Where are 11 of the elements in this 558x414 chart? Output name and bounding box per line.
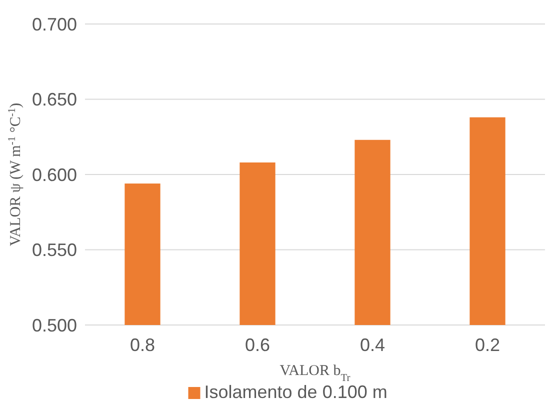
x-tick-label: 0.8 <box>130 335 156 355</box>
y-tick-label: 0.650 <box>32 90 77 110</box>
legend-label: Isolamento de 0.100 m <box>204 382 388 402</box>
y-tick-label: 0.500 <box>32 315 77 336</box>
x-axis-title: VALOR b$_{Tr}$ <box>280 363 351 384</box>
y-tick-label: 0.550 <box>32 240 77 260</box>
x-tick-label: 0.4 <box>360 335 386 355</box>
x-tick-label: 0.2 <box>474 335 500 355</box>
y-tick-label: 0.700 <box>32 14 77 34</box>
y-tick-label: 0.600 <box>32 164 77 185</box>
x-tick-label: 0.6 <box>244 335 270 355</box>
